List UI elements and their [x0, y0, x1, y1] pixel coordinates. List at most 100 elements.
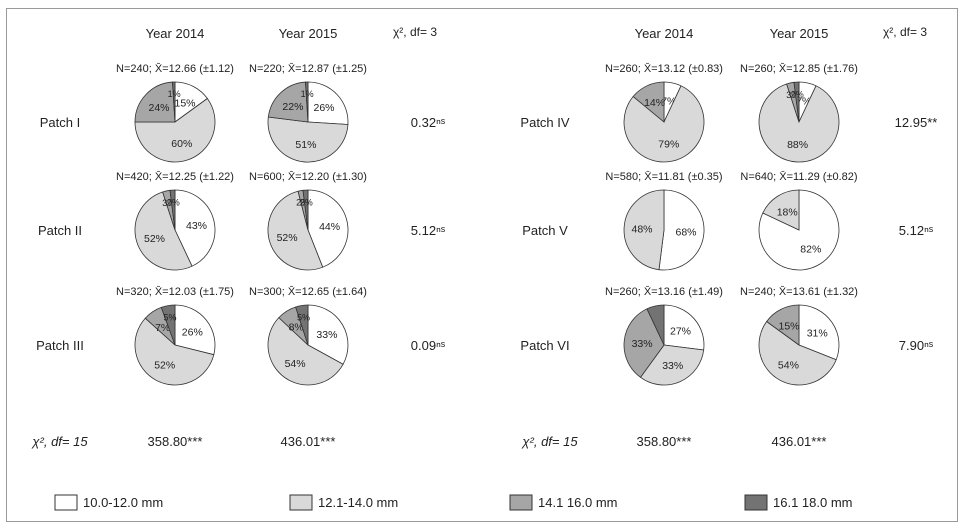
patch-chi-value: 7.90ⁿˢ — [899, 338, 934, 353]
header-right-year-2014: Year 2014 — [635, 26, 694, 41]
pie-stat-label: N=260; X̄=13.12 (±0.83) — [605, 62, 723, 75]
pie-slice-label: 7% — [155, 322, 170, 334]
pie-slice-label: 60% — [171, 138, 192, 150]
pie-slice — [758, 320, 837, 386]
pie-slice-label: 14% — [644, 97, 665, 109]
legend-label: 16.1 18.0 mm — [773, 495, 853, 510]
pie-slice-label: 68% — [675, 226, 696, 238]
patch-chi-value: 0.09ⁿˢ — [411, 338, 446, 353]
pie-slice-label: 51% — [295, 139, 316, 151]
pie-slice-label: 3% — [786, 90, 799, 100]
pie-slice-label: 48% — [631, 224, 652, 236]
pie-slice-label: 18% — [777, 206, 798, 218]
pie-stat-label: N=600; X̄=12.20 (±1.30) — [249, 170, 367, 183]
footer-right-value-2015: 436.01*** — [772, 434, 827, 449]
pie-slice — [174, 189, 216, 267]
pie-slice — [267, 116, 349, 163]
patch-chi-value: 5.12ⁿˢ — [411, 223, 446, 238]
patch-chi-value: 5.12ⁿˢ — [899, 223, 934, 238]
pie-slice-label: 2% — [296, 198, 309, 208]
pie-slice-label: 2% — [167, 197, 180, 207]
pie-stat-label: N=300; X̄=12.65 (±1.64) — [249, 285, 367, 298]
patch-label: Patch IV — [520, 115, 569, 130]
legend-label: 10.0-12.0 mm — [83, 495, 163, 510]
patch-label: Patch II — [38, 223, 82, 238]
legend-swatch — [744, 494, 768, 511]
pie-slice-label: 27% — [670, 326, 691, 338]
pie-stat-label: N=260; X̄=12.85 (±1.76) — [740, 62, 858, 75]
patch-label: Patch III — [36, 338, 84, 353]
pie-stat-label: N=240; X̄=13.61 (±1.32) — [740, 285, 858, 298]
pie-slice-label: 31% — [807, 328, 828, 340]
pie-slice-label: 3% — [162, 198, 175, 208]
header-left-chi: χ², df= 3 — [393, 25, 437, 39]
pie-slice-label: 54% — [778, 359, 799, 371]
footer-right-value-2014: 358.80*** — [637, 434, 692, 449]
pie-slice-label: 26% — [313, 102, 334, 114]
pie-slice — [295, 304, 309, 346]
pie-slice — [793, 81, 800, 123]
pie-slice — [174, 304, 216, 356]
pie-stat-label: N=240; X̄=12.66 (±1.12) — [116, 62, 234, 75]
pie-slice — [267, 317, 344, 386]
pie-slice — [302, 189, 309, 231]
pie-slice — [658, 189, 705, 271]
pie-stat-label: N=580; X̄=11.81 (±0.35) — [605, 170, 722, 183]
pie-slice — [307, 81, 349, 125]
pie-slice — [307, 189, 349, 268]
pie-slice-label: 1% — [301, 89, 314, 99]
pie-stat-label: N=420; X̄=12.25 (±1.22) — [116, 170, 234, 183]
legend-swatch — [509, 494, 533, 511]
pie-stat-label: N=640; X̄=11.29 (±0.82) — [740, 170, 857, 183]
pie-slice-label: 15% — [778, 320, 799, 332]
pie-slice — [307, 304, 349, 365]
pie-slice-label: 82% — [800, 244, 821, 256]
pie-slice — [134, 317, 215, 386]
header-right-chi: χ², df= 3 — [883, 25, 927, 39]
pie-slice-label: 43% — [186, 220, 207, 232]
pie-slice — [172, 81, 176, 123]
pie-slice-label: 8% — [289, 321, 304, 333]
pie-slice — [758, 83, 840, 163]
pie-slice-label: 52% — [144, 233, 165, 245]
pie-slice — [762, 189, 800, 231]
legend-swatch — [54, 494, 78, 511]
legend-label: 12.1-14.0 mm — [318, 495, 398, 510]
pie-slice — [632, 81, 665, 123]
pie-slice — [623, 189, 665, 271]
pie-slice — [639, 344, 705, 386]
header-left-year-2014: Year 2014 — [146, 26, 205, 41]
header-right-year-2015: Year 2015 — [770, 26, 829, 41]
pie-slice-label: 2% — [791, 89, 804, 99]
legend-swatch — [289, 494, 313, 511]
pie-slice — [305, 81, 309, 123]
patch-chi-value: 0.32ⁿˢ — [411, 115, 446, 130]
pie-slice-label: 22% — [282, 101, 303, 113]
legend-label: 14.1 16.0 mm — [538, 495, 618, 510]
pie-slice-label: 44% — [319, 221, 340, 233]
pie-slice-label: 79% — [658, 139, 679, 151]
pie-slice-label: 2% — [300, 197, 313, 207]
pie-slice — [646, 304, 665, 346]
pie-slice — [798, 304, 840, 361]
pie-slice-label: 1% — [168, 89, 181, 99]
pie-slice — [623, 308, 665, 378]
pie-slice-label: 5% — [297, 313, 310, 323]
pie-slice — [134, 81, 176, 123]
footer-right-label: χ², df= 15 — [521, 434, 578, 449]
pie-grid: Patch I 0.32ⁿˢ N=240; X̄=12.66 (±1.12) 15% 6… — [36, 62, 937, 386]
pie-slice — [134, 191, 193, 271]
patch-label: Patch V — [522, 223, 568, 238]
pie-slice — [766, 304, 800, 346]
patch-label: Patch VI — [520, 338, 569, 353]
pie-slice-label: 15% — [174, 97, 195, 109]
pie-slice-label: 33% — [316, 329, 337, 341]
pie-slice-label: 52% — [154, 359, 175, 371]
pie-slice-label: 88% — [787, 139, 808, 151]
pie-slice-label: 26% — [182, 327, 203, 339]
pie-stat-label: N=260; X̄=13.16 (±1.49) — [605, 285, 723, 298]
pie-slice — [267, 190, 324, 271]
pie-slice — [663, 304, 705, 351]
pie-slice — [623, 85, 705, 163]
